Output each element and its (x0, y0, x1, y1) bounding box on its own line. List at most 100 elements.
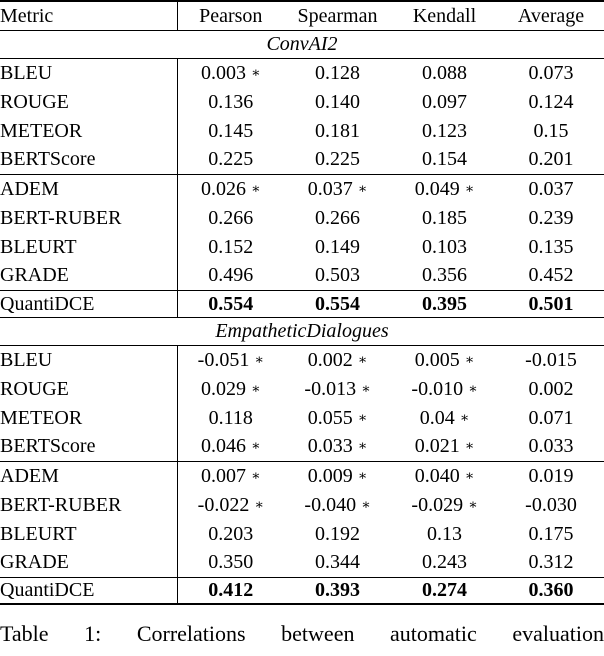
results-table: Metric Pearson Spearman Kendall Average Conv… (0, 0, 604, 605)
correlation-value: 0.152 (208, 235, 254, 258)
table-header-row: Metric Pearson Spearman Kendall Average (0, 1, 604, 31)
significance-star: ∗ (250, 468, 261, 484)
table-row: BERT-RUBER -0.022 ∗ -0.040 ∗ -0.029 ∗ -0.030 (0, 490, 604, 519)
value-cell: 0.073 (498, 58, 604, 87)
table-row: BLEURT 0.152 0.149 0.103 0.135 (0, 232, 604, 261)
section-row-empatheticdialogues: EmpatheticDialogues (0, 317, 604, 346)
correlation-value: 0.103 (422, 235, 467, 258)
correlation-value: 0.239 (528, 206, 574, 229)
correlation-value: 0.118 (208, 406, 253, 429)
value-cell: 0.13 (391, 519, 498, 548)
value-cell: 0.040 ∗ (391, 461, 498, 490)
correlation-value: 0.073 (528, 61, 574, 84)
value-cell: 0.009 ∗ (284, 461, 391, 490)
value-cell: 0.192 (284, 519, 391, 548)
correlation-value: 0.009 (307, 464, 353, 487)
correlation-value: 0.021 (414, 435, 460, 458)
table-row: BERTScore 0.225 0.225 0.154 0.201 (0, 145, 604, 175)
value-cell: 0.175 (498, 519, 604, 548)
significance-star: ∗ (357, 410, 368, 426)
correlation-value: -0.015 (525, 348, 577, 371)
significance-star: ∗ (361, 381, 371, 397)
value-cell: 0.021 ∗ (391, 432, 498, 462)
correlation-value: 0.554 (208, 292, 254, 315)
significance-star: ∗ (468, 381, 478, 397)
value-cell: 0.243 (391, 548, 498, 578)
table-row: ROUGE 0.029 ∗ -0.013 ∗ -0.010 ∗ 0.002 (0, 374, 604, 403)
value-cell: 0.181 (284, 116, 391, 145)
value-cell: -0.015 (498, 345, 604, 374)
correlation-value: -0.040 (304, 493, 357, 516)
value-cell: 0.225 (284, 145, 391, 175)
value-cell: 0.140 (284, 87, 391, 116)
table-row: BERTScore 0.046 ∗ 0.033 ∗ 0.021 ∗ 0.033 (0, 432, 604, 462)
value-cell: 0.049 ∗ (391, 174, 498, 203)
significance-star: ∗ (459, 410, 470, 426)
correlation-value: -0.010 (411, 377, 464, 400)
table-row: BLEU 0.003 ∗ 0.128 0.088 0.073 (0, 58, 604, 87)
significance-star: ∗ (357, 468, 368, 484)
table-row: ROUGE 0.136 0.140 0.097 0.124 (0, 87, 604, 116)
metric-cell: ROUGE (0, 90, 69, 113)
table-row: BERT-RUBER 0.266 0.266 0.185 0.239 (0, 203, 604, 232)
value-cell: 0.118 (176, 403, 284, 432)
value-cell: -0.010 ∗ (391, 374, 498, 403)
value-cell: -0.022 ∗ (176, 490, 284, 519)
significance-star: ∗ (468, 497, 478, 513)
value-cell: 0.088 (391, 58, 498, 87)
correlation-value: 0.005 (414, 348, 460, 371)
correlation-value: 0.266 (208, 206, 254, 229)
correlation-value: 0.136 (208, 90, 254, 113)
correlation-value: 0.344 (315, 551, 360, 574)
value-cell: 0.225 (176, 145, 284, 175)
value-cell: 0.185 (391, 203, 498, 232)
value-cell: 0.274 (391, 577, 498, 605)
value-cell: 0.152 (176, 232, 284, 261)
value-cell: 0.266 (176, 203, 284, 232)
metric-cell: METEOR (0, 406, 83, 429)
metric-cell: BERTScore (0, 145, 177, 175)
metric-cell: GRADE (0, 548, 177, 578)
significance-star: ∗ (361, 497, 371, 513)
metric-cell: BLEU (0, 61, 53, 84)
correlation-value: 0.04 (419, 406, 455, 429)
significance-star: ∗ (464, 352, 475, 368)
correlation-value: 0.192 (315, 522, 360, 545)
value-cell: -0.013 ∗ (284, 374, 391, 403)
value-cell: 0.026 ∗ (176, 174, 284, 203)
correlation-value: 0.040 (414, 464, 460, 487)
value-cell: 0.033 ∗ (284, 432, 391, 462)
significance-star: ∗ (254, 352, 264, 368)
value-cell: 0.356 (391, 261, 498, 291)
value-cell: 0.003 ∗ (176, 58, 284, 87)
value-cell: 0.033 (498, 432, 604, 462)
value-cell: 0.002 (498, 374, 604, 403)
value-cell: 0.135 (498, 232, 604, 261)
significance-star: ∗ (250, 381, 261, 397)
correlation-value: 0.088 (422, 61, 467, 84)
correlation-value: 0.243 (422, 551, 467, 574)
correlation-value: 0.350 (208, 551, 254, 574)
value-cell: 0.393 (284, 577, 391, 605)
value-cell: 0.312 (498, 548, 604, 578)
table-body: ConvAI2 BLEU 0.003 ∗ 0.128 0.088 0.073 ROUGE 0.1… (0, 30, 604, 605)
correlation-value: 0.225 (315, 148, 360, 171)
correlation-value: 0.037 (307, 177, 353, 200)
correlation-value: 0.154 (422, 148, 467, 171)
metric-cell: METEOR (0, 119, 83, 142)
correlation-value: 0.029 (200, 377, 246, 400)
correlation-value: 0.037 (528, 177, 574, 200)
value-cell: 0.203 (176, 519, 284, 548)
metric-cell: BERT-RUBER (0, 206, 122, 229)
value-cell: 0.007 ∗ (176, 461, 284, 490)
value-cell: 0.037 ∗ (284, 174, 391, 203)
correlation-value: 0.002 (528, 377, 574, 400)
metric-cell: BLEURT (0, 522, 77, 545)
correlation-value: 0.049 (414, 177, 460, 200)
correlation-value: 0.501 (528, 292, 574, 315)
correlation-value: 0.360 (528, 579, 574, 602)
value-cell: 0.350 (176, 548, 284, 578)
correlation-value: 0.007 (200, 464, 246, 487)
value-cell: 0.503 (284, 261, 391, 291)
